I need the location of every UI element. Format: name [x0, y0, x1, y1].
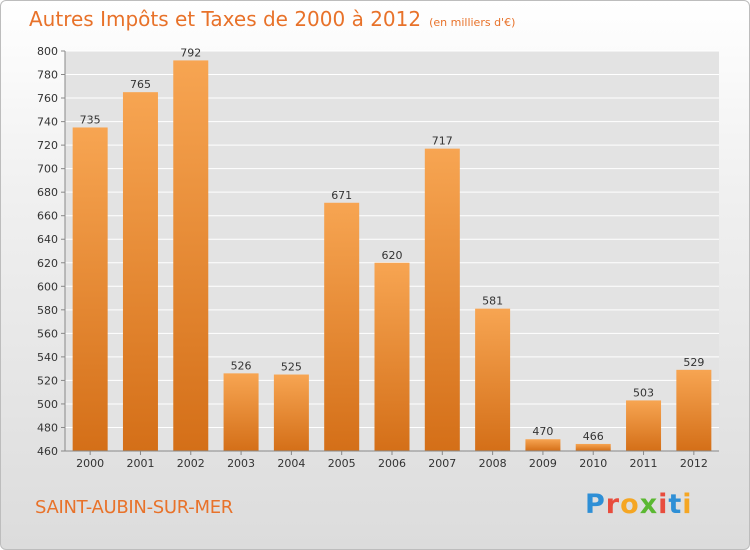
- bar-value-label: 581: [482, 295, 503, 308]
- bar: [223, 373, 259, 451]
- x-tick-label: 2008: [479, 457, 507, 470]
- y-tick-label: 520: [37, 374, 58, 387]
- y-tick-label: 700: [37, 163, 58, 176]
- y-tick-label: 500: [37, 398, 58, 411]
- bar: [324, 202, 360, 451]
- x-axis: 2000 2001 2002 2003 2004 2005 2006 2007 2008 2009…: [65, 450, 719, 470]
- bar-value-label: 525: [281, 361, 302, 374]
- bar-value-label: 466: [583, 430, 604, 443]
- bar-value-label: 620: [382, 249, 403, 262]
- x-tick-label: 2003: [227, 457, 255, 470]
- logo-letter: r: [605, 489, 621, 520]
- bar: [173, 60, 209, 451]
- y-tick-label: 540: [37, 351, 58, 364]
- bar: [72, 127, 108, 452]
- y-axis: 460 480 500 520 540 560 580 600 620 640 660 680 700 7…: [37, 45, 66, 458]
- y-tick-label: 680: [37, 186, 58, 199]
- logo-letter: x: [639, 489, 659, 520]
- logo-letter: o: [620, 489, 640, 520]
- y-tick-label: 600: [37, 280, 58, 293]
- bar: [122, 92, 158, 452]
- x-tick-label: 2001: [126, 457, 154, 470]
- city-name: SAINT-AUBIN-SUR-MER: [35, 497, 233, 518]
- y-tick-label: 800: [37, 45, 58, 58]
- y-tick-label: 640: [37, 233, 58, 246]
- bar: [525, 439, 561, 451]
- logo-letter: i: [682, 489, 693, 520]
- bar-value-label: 671: [331, 189, 352, 202]
- x-tick-label: 2006: [378, 457, 406, 470]
- proxiti-logo: Proxiti: [585, 489, 693, 520]
- bars: 735 765 792 526 525 671 620 717 581 470 466 503 529: [72, 46, 712, 452]
- y-tick-label: 760: [37, 92, 58, 105]
- y-tick-label: 720: [37, 139, 58, 152]
- x-tick-label: 2004: [277, 457, 305, 470]
- x-tick-label: 2012: [680, 457, 708, 470]
- bar-value-label: 717: [432, 135, 453, 148]
- x-tick-label: 2011: [630, 457, 658, 470]
- y-tick-label: 560: [37, 327, 58, 340]
- bar-value-label: 503: [633, 386, 654, 399]
- chart-title: Autres Impôts et Taxes de 2000 à 2012 (en…: [29, 7, 515, 31]
- y-tick-label: 460: [37, 445, 58, 458]
- y-tick-label: 620: [37, 257, 58, 270]
- bar-value-label: 792: [180, 46, 201, 59]
- x-tick-label: 2010: [579, 457, 607, 470]
- bar: [424, 148, 460, 451]
- chart-subtitle: (en milliers d'€): [429, 16, 516, 29]
- bar: [575, 443, 611, 451]
- logo-letter: P: [585, 489, 606, 520]
- bar-value-label: 526: [231, 359, 252, 372]
- y-tick-label: 580: [37, 304, 58, 317]
- logo-letter: t: [668, 489, 683, 520]
- y-tick-label: 780: [37, 69, 58, 82]
- x-tick-label: 2000: [76, 457, 104, 470]
- bar-value-label: 470: [532, 425, 553, 438]
- bar-value-label: 529: [683, 356, 704, 369]
- bar: [676, 369, 712, 451]
- x-tick-label: 2002: [177, 457, 205, 470]
- bar: [626, 400, 662, 451]
- chart-title-text: Autres Impôts et Taxes de 2000 à 2012: [29, 7, 422, 31]
- y-tick-label: 660: [37, 210, 58, 223]
- bar: [273, 374, 309, 451]
- x-tick-label: 2007: [428, 457, 456, 470]
- y-tick-label: 740: [37, 116, 58, 129]
- x-tick-label: 2009: [529, 457, 557, 470]
- x-tick-label: 2005: [328, 457, 356, 470]
- bar: [374, 262, 410, 451]
- bar-value-label: 735: [80, 113, 101, 126]
- bar-value-label: 765: [130, 78, 151, 91]
- bar: [475, 308, 511, 451]
- logo-letter: i: [658, 489, 669, 520]
- y-tick-label: 480: [37, 421, 58, 434]
